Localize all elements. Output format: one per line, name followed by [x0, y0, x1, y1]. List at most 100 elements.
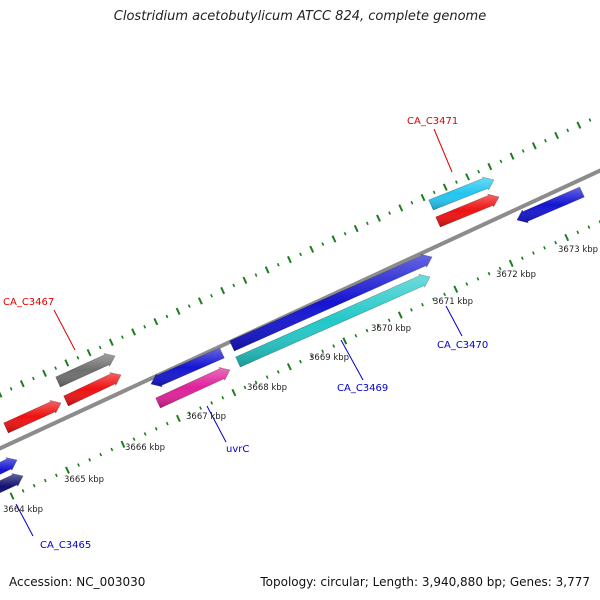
inner-tick	[299, 359, 302, 364]
inner-tick	[88, 458, 92, 462]
outer-tick	[477, 169, 481, 174]
inner-tick	[110, 447, 114, 452]
outer-tick	[210, 293, 213, 298]
gene-label-ca-c3469: CA_C3469	[337, 383, 388, 394]
outer-tick	[108, 338, 114, 346]
leader-ca-c3467	[53, 309, 76, 351]
inner-tick	[376, 323, 380, 328]
inner-tick	[508, 259, 514, 268]
inner-tick	[443, 292, 447, 297]
genome-summary-text: Topology: circular; Length: 3,940,880 bp…	[260, 575, 590, 589]
inner-tick	[332, 344, 336, 348]
inner-tick	[587, 225, 591, 229]
inner-tick	[564, 233, 570, 242]
gene-label-ca-c3471: CA_C3471	[407, 116, 458, 127]
inner-tick	[132, 437, 136, 441]
outer-tick	[220, 286, 226, 295]
outer-tick	[432, 190, 436, 195]
outer-tick	[410, 200, 414, 205]
gene-label-ca-c3467: CA_C3467	[3, 297, 54, 308]
inner-tick	[421, 302, 424, 307]
outer-tick	[86, 348, 92, 357]
inner-tick	[54, 473, 58, 478]
scale-label-3668: 3668 kbp	[247, 383, 287, 393]
outer-tick	[309, 245, 315, 253]
scale-labels: 3664 kbp 3665 kbp 3666 kbp 3667 kbp 3668…	[3, 245, 598, 515]
scale-label-3664: 3664 kbp	[3, 505, 43, 515]
scale-label-3673: 3673 kbp	[558, 245, 598, 255]
gene-labels: CA_C3471 CA_C3467 CA_C3470 CA_C3469 uvrC…	[3, 116, 488, 551]
inner-tick	[199, 406, 202, 410]
outer-tick	[554, 131, 560, 140]
inner-tick	[310, 354, 313, 359]
inner-tick	[286, 363, 292, 371]
outer-tick	[197, 297, 203, 305]
leader-uvrc	[206, 405, 227, 443]
inner-tick	[243, 385, 247, 390]
outer-tick	[232, 283, 236, 288]
inner-tick-track	[9, 220, 600, 500]
outer-tick	[42, 369, 47, 377]
inner-tick	[176, 414, 181, 423]
scale-label-3672: 3672 kbp	[496, 270, 536, 280]
scale-label-3665: 3665 kbp	[64, 475, 104, 485]
gene-label-ca-c3465: CA_C3465	[40, 540, 91, 551]
inner-tick	[397, 311, 403, 319]
gene-red-left-2	[63, 372, 122, 407]
outer-tick	[566, 128, 570, 133]
gene-features	[0, 176, 585, 494]
outer-tick	[98, 345, 102, 350]
outer-tick	[521, 149, 525, 153]
accession-text: Accession: NC_003030	[9, 575, 146, 589]
inner-tick	[498, 266, 502, 271]
inner-tick	[354, 333, 358, 338]
gene-navy-left	[0, 473, 24, 494]
outer-tick	[153, 317, 159, 326]
inner-tick	[543, 246, 546, 250]
outer-tick	[321, 242, 325, 246]
outer-tick	[0, 391, 3, 398]
inner-tick	[65, 466, 70, 474]
inner-tick	[188, 411, 191, 416]
outer-tick	[499, 159, 503, 164]
inner-tick	[342, 337, 348, 345]
gene-blue-mid	[150, 347, 225, 388]
outer-tick	[64, 359, 70, 367]
inner-tick	[99, 452, 103, 457]
label-leaders	[15, 128, 463, 537]
inner-tick	[554, 240, 558, 245]
inner-tick	[231, 388, 237, 397]
leader-ca-c3470	[445, 305, 463, 337]
inner-tick	[154, 427, 158, 431]
scale-label-3666: 3666 kbp	[125, 443, 165, 453]
scale-label-3671: 3671 kbp	[433, 297, 473, 307]
inner-tick	[210, 401, 214, 405]
inner-tick	[520, 256, 524, 260]
inner-tick	[487, 271, 491, 276]
outer-tick	[420, 193, 426, 202]
outer-tick	[465, 173, 470, 181]
leader-ca-c3465	[15, 503, 34, 537]
map-title: Clostridium acetobutylicum ATCC 824, com…	[113, 9, 487, 24]
outer-tick	[276, 262, 280, 267]
genome-backbone	[0, 168, 600, 451]
outer-tick	[175, 307, 181, 315]
outer-tick-track	[0, 118, 592, 398]
outer-tick	[121, 335, 124, 339]
outer-tick	[242, 276, 248, 284]
gene-red-upper-right	[435, 193, 500, 228]
inner-tick	[432, 297, 435, 302]
outer-tick	[487, 162, 493, 171]
outer-tick	[76, 356, 80, 360]
inner-tick	[465, 282, 469, 286]
scale-label-3669: 3669 kbp	[309, 353, 349, 363]
gene-label-ca-c3470: CA_C3470	[437, 340, 488, 351]
inner-tick	[387, 318, 391, 323]
outer-tick	[143, 325, 147, 329]
inner-tick	[143, 432, 147, 436]
outer-tick	[398, 204, 404, 212]
inner-tick	[43, 478, 47, 483]
outer-tick	[9, 387, 13, 391]
outer-tick	[531, 142, 537, 150]
scale-label-3667: 3667 kbp	[186, 412, 226, 422]
